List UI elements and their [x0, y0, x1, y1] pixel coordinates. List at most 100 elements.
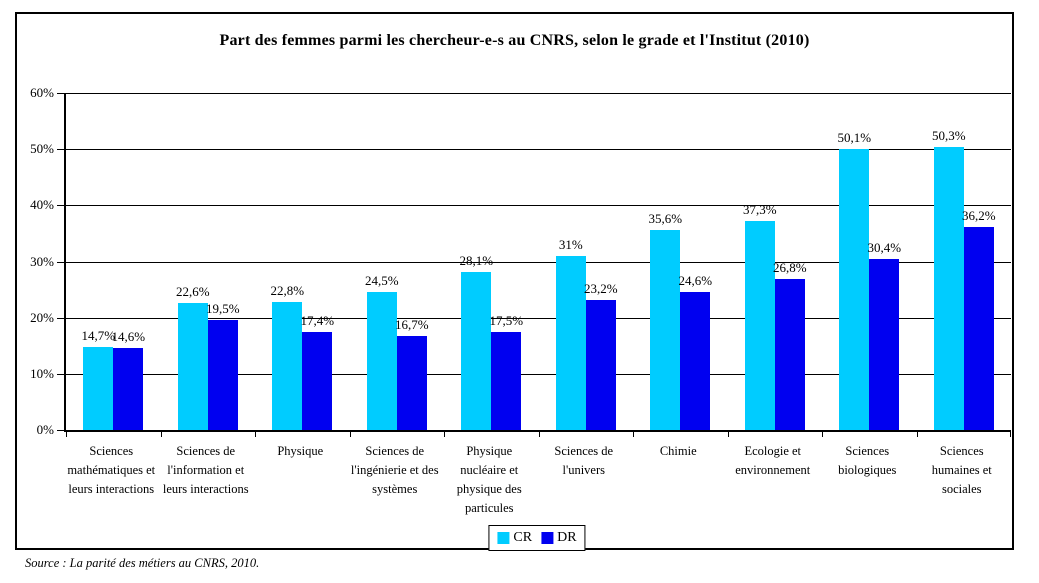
bar-value-label: 22,8%: [270, 282, 305, 298]
bar-dr: 24,6%: [678, 273, 712, 430]
bar-value-label: 23,2%: [583, 280, 618, 296]
bar-value-label: 28,1%: [459, 253, 494, 269]
plot-area: 0% 10% 20% 30% 40% 50% 60% 14,7% 14,6% 22,6% 19,5%…: [30, 85, 1012, 437]
category-label: Sciences mathématiques et leurs interact…: [67, 444, 156, 496]
legend-label-cr: CR: [513, 530, 533, 545]
x-tick: [538, 430, 540, 437]
bar-group: 24,5% 16,7%: [350, 93, 445, 430]
category-label: Sciences biologiques: [838, 444, 897, 477]
category-label: Physique: [277, 444, 324, 458]
x-tick: [66, 430, 67, 437]
y-tick: [57, 261, 64, 263]
bar-group: 50,1% 30,4%: [822, 93, 917, 430]
bar-value-label: 50,1%: [837, 129, 872, 145]
x-tick: [1010, 430, 1011, 437]
bar-value-label: 37,3%: [742, 201, 777, 217]
bar-value-label: 24,6%: [678, 272, 713, 288]
bar-value-label: 50,3%: [931, 128, 966, 144]
bar-dr: 17,4%: [300, 313, 334, 430]
x-tick: [444, 430, 445, 437]
bar-dr: 36,2%: [962, 208, 996, 430]
bar-value-label: 17,4%: [300, 313, 335, 329]
legend-label-dr: DR: [557, 530, 577, 545]
x-tick: [822, 430, 823, 437]
bar-cr: 22,6%: [176, 284, 210, 430]
bar-value-label: 16,7%: [394, 317, 429, 333]
x-axis-labels: Sciences mathématiques et leurs interact…: [64, 442, 1009, 518]
x-tick: [255, 430, 256, 437]
gridline-60: [66, 93, 1011, 94]
y-tick-label: 20%: [30, 309, 54, 325]
bar-dr: 30,4%: [867, 240, 901, 430]
bar-cr: 50,1%: [837, 130, 871, 430]
bar-value-label: 36,2%: [961, 207, 996, 223]
bar-cr: 28,1%: [459, 253, 493, 430]
bar-value-label: 30,4%: [867, 240, 902, 256]
x-tick: [349, 430, 351, 437]
source-note: Source : La parité des métiers au CNRS, …: [25, 556, 260, 570]
gridline-30: [66, 261, 1011, 263]
category-label: Ecologie et environnement: [735, 444, 811, 477]
category-label: Sciences de l'ingénierie et des systèmes: [350, 444, 439, 496]
y-tick: [57, 317, 64, 319]
bar-value-label: 22,6%: [175, 284, 210, 300]
bar-cr: 24,5%: [365, 273, 399, 430]
bar-dr: 19,5%: [206, 301, 240, 430]
bar-value-label: 31%: [558, 236, 583, 252]
bar-dr: 23,2%: [584, 281, 618, 430]
category-label: Physique nucléaire et physique des parti…: [456, 444, 522, 515]
bar-value-label: 14,7%: [81, 328, 116, 344]
bar-group: 22,6% 19,5%: [161, 93, 256, 430]
bar-cr: 50,3%: [932, 128, 966, 430]
category-label: Chimie: [659, 444, 697, 458]
bar-cr: 35,6%: [648, 211, 682, 430]
bar-dr: 14,6%: [111, 329, 145, 430]
gridline-10: [66, 373, 1011, 375]
bar-cr: 22,8%: [270, 283, 304, 430]
bar-group: 14,7% 14,6%: [66, 93, 161, 430]
y-tick-label: 50%: [30, 141, 54, 157]
bar-cr: 14,7%: [81, 328, 115, 430]
gridline-50: [66, 149, 1011, 151]
category-label: Sciences de l'univers: [554, 444, 614, 477]
gridline-40: [66, 205, 1011, 207]
chart-title: Part des femmes parmi les chercheur-e-s …: [219, 32, 810, 49]
y-tick-label: 30%: [30, 253, 54, 269]
bar-group: 35,6% 24,6%: [633, 93, 728, 430]
bar-cr: 31%: [555, 237, 586, 430]
category-label: Sciences humaines et sociales: [931, 444, 992, 496]
legend-item-cr: CR: [497, 530, 532, 546]
bar-dr: 16,7%: [395, 317, 429, 430]
bar-value-label: 26,8%: [772, 260, 807, 276]
legend-item-dr: DR: [541, 530, 577, 546]
y-tick-label: 40%: [30, 197, 54, 213]
y-tick-label: 60%: [30, 85, 54, 100]
bar-value-label: 24,5%: [364, 273, 399, 289]
y-tick: [57, 373, 64, 375]
bar-cr: 37,3%: [743, 202, 777, 430]
gridline-20: [66, 317, 1011, 319]
x-tick: [727, 430, 729, 437]
x-tick: [633, 430, 634, 437]
bar-group: 37,3% 26,8%: [728, 93, 823, 430]
legend-swatch-dr: [541, 532, 554, 544]
bar-dr: 17,5%: [489, 313, 523, 430]
bar-value-label: 19,5%: [205, 301, 240, 317]
y-tick: [57, 430, 64, 431]
x-tick: [160, 430, 162, 437]
legend: CR DR: [488, 525, 586, 551]
bar-dr: 26,8%: [773, 260, 807, 430]
bar-group: 31% 23,2%: [539, 93, 634, 430]
bar-value-label: 17,5%: [489, 312, 524, 328]
chart-frame: Part des femmes parmi les chercheur-e-s …: [15, 12, 1014, 551]
y-tick: [57, 93, 64, 94]
y-tick: [57, 205, 64, 207]
x-tick: [916, 430, 918, 437]
y-tick-label: 10%: [30, 365, 54, 381]
bar-group: 50,3% 36,2%: [917, 93, 1012, 430]
bar-value-label: 14,6%: [111, 329, 146, 344]
bar-group: 28,1% 17,5%: [444, 93, 539, 430]
y-tick: [57, 149, 64, 151]
bar-value-label: 35,6%: [648, 211, 683, 227]
category-label: Sciences de l'information et leurs inter…: [162, 444, 249, 496]
